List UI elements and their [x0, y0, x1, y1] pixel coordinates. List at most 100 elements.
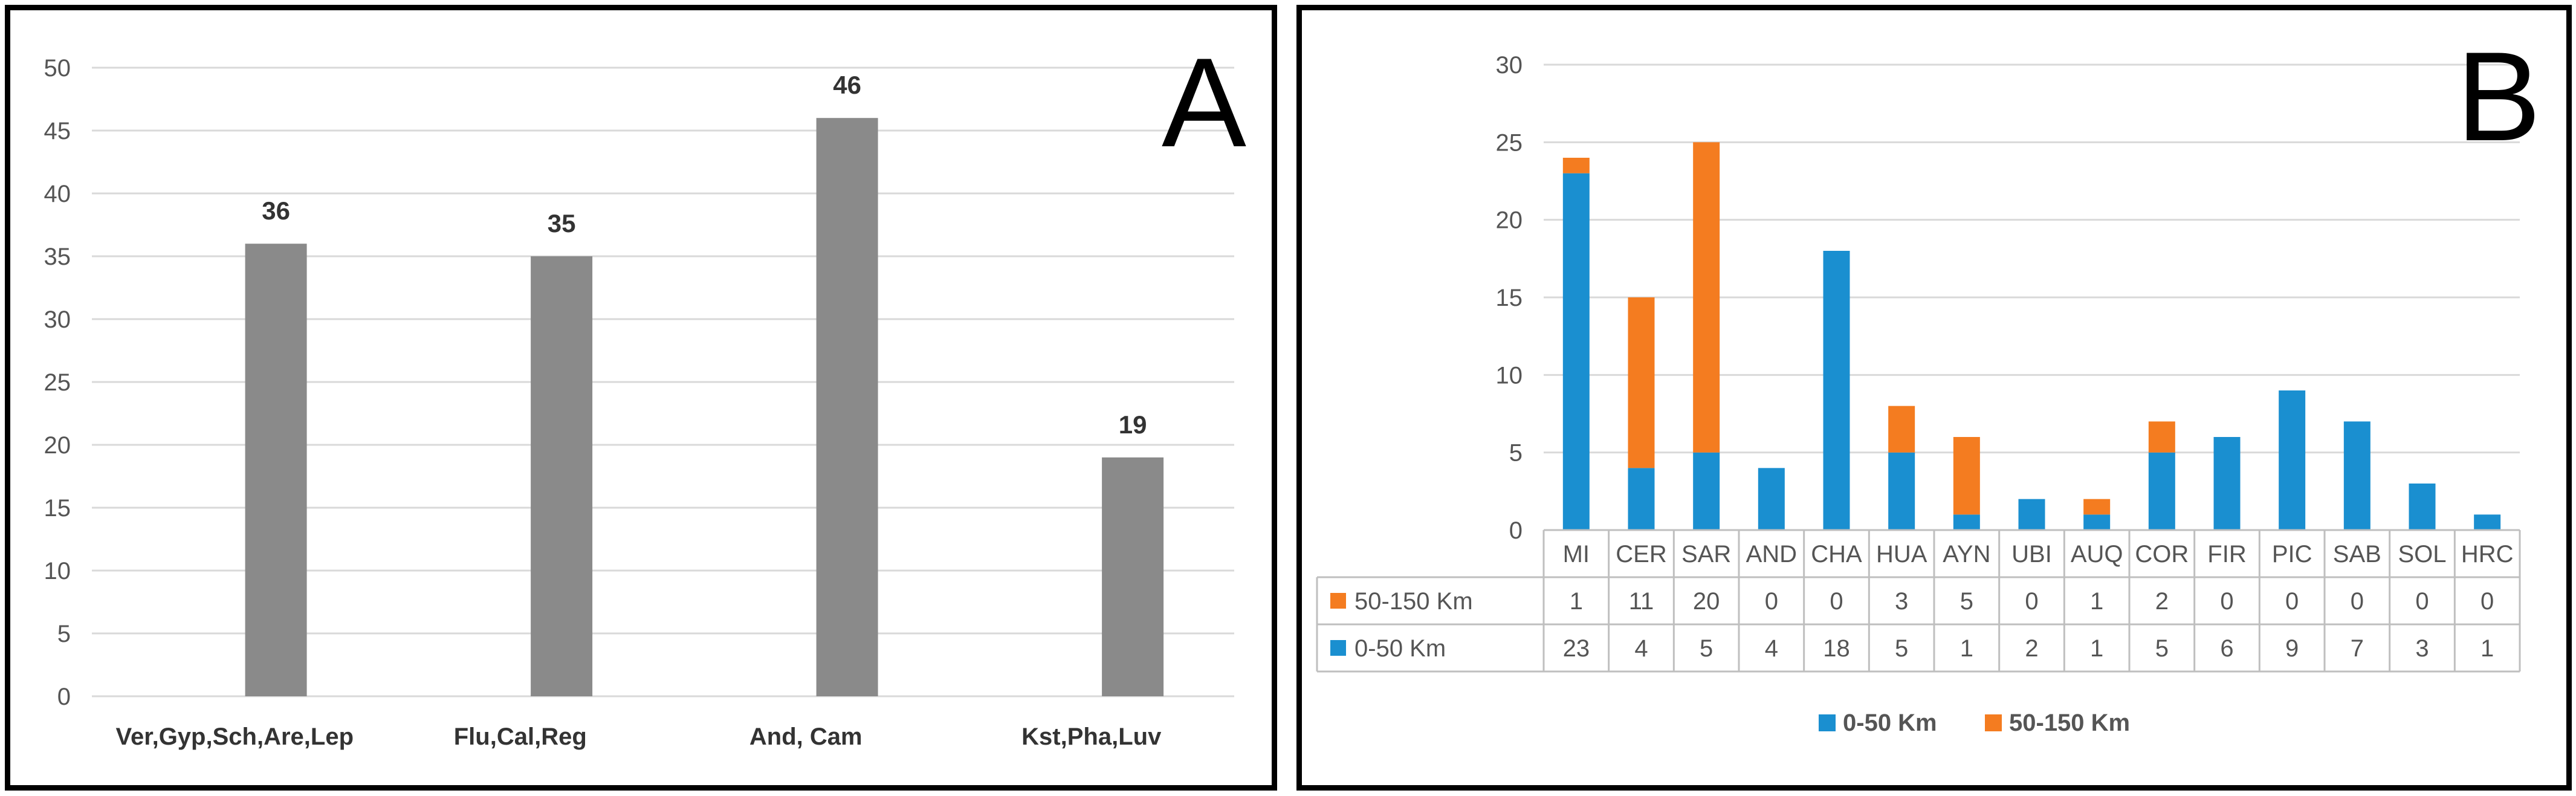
panel-b-chart: 0 5 10 15 20 25 30 MI CER SAR AND CHA HUA AYN UBI AUQ CO… — [1296, 5, 2572, 791]
table-cell: 1 — [2090, 635, 2103, 662]
bar-segment — [2083, 499, 2111, 515]
data-label: 36 — [262, 196, 290, 225]
table-cell: 5 — [1700, 635, 1713, 662]
y-tick-label: 30 — [1496, 52, 1523, 79]
table-cell: 0 — [1765, 588, 1778, 615]
table-cell: 5 — [1960, 588, 1973, 615]
bar-segment — [2018, 499, 2045, 530]
x-category-label: CHA — [1811, 541, 1862, 568]
table-cell: 11 — [1629, 588, 1654, 615]
bar — [245, 244, 307, 696]
table-cell: 23 — [1563, 635, 1590, 662]
bar-segment — [2148, 452, 2175, 530]
table-cell: 18 — [1823, 635, 1850, 662]
bar-segment — [1562, 158, 1590, 173]
bar-segment — [2148, 421, 2175, 453]
x-category-label: UBI — [2011, 541, 2052, 568]
table-cell: 3 — [2415, 635, 2429, 662]
bar-segment — [2474, 514, 2501, 530]
bar-segment — [1953, 514, 1980, 530]
data-label: 35 — [548, 209, 576, 238]
y-tick-label: 30 — [44, 306, 71, 333]
y-tick-label: 15 — [1496, 285, 1523, 311]
table-row-label: 0-50 Km — [1354, 635, 1446, 662]
y-tick-label: 5 — [1509, 440, 1523, 467]
y-tick-label: 25 — [1496, 129, 1523, 156]
x-category-label: AYN — [1943, 541, 1990, 568]
table-row-label: 50-150 Km — [1354, 588, 1473, 615]
table-cell: 1 — [1570, 588, 1583, 615]
y-tick-label: 10 — [1496, 362, 1523, 389]
bar-segment — [1628, 297, 1655, 468]
bar-segment — [1953, 437, 1980, 515]
table-cell: 0 — [2481, 588, 2494, 615]
bar-segment — [1823, 251, 1850, 530]
table-cell: 1 — [2481, 635, 2494, 662]
table-cell: 0 — [2025, 588, 2038, 615]
table-cell: 7 — [2351, 635, 2364, 662]
table-legend-swatch — [1330, 593, 1346, 609]
bar-segment — [1888, 406, 1915, 453]
data-label: 46 — [833, 71, 861, 99]
y-tick-label: 35 — [44, 244, 71, 270]
x-category-label: SAB — [2333, 541, 2381, 568]
table-cell: 0 — [1830, 588, 1843, 615]
bar-segment — [2409, 484, 2436, 530]
y-tick-label: 40 — [44, 181, 71, 207]
x-category-label: PIC — [2272, 541, 2312, 568]
bar — [1102, 457, 1164, 696]
x-category-label: SOL — [2398, 541, 2446, 568]
bar-segment — [2083, 514, 2111, 530]
panel-a-chart: 0 5 10 15 20 25 30 35 40 45 50 36 Ver,Gyp,Sch,Are,Le… — [5, 5, 1277, 791]
table-cell: 1 — [1960, 635, 1973, 662]
legend-swatch — [1985, 714, 2002, 731]
x-category-label: SAR — [1681, 541, 1731, 568]
x-category-label: COR — [2135, 541, 2189, 568]
x-category-label: AUQ — [2071, 541, 2123, 568]
legend-swatch — [1819, 714, 1836, 731]
legend-label: 0-50 Km — [1843, 710, 1937, 736]
bar-segment — [2343, 421, 2371, 530]
y-tick-label: 20 — [1496, 207, 1523, 234]
y-tick-label: 10 — [44, 558, 71, 584]
table-cell: 4 — [1634, 635, 1648, 662]
panel-letter-a: A — [1162, 31, 1246, 173]
table-legend-swatch — [1330, 640, 1346, 656]
bar-segment — [1888, 452, 1915, 530]
bar-segment — [1693, 452, 1720, 530]
table-cell: 9 — [2285, 635, 2299, 662]
data-label: 19 — [1119, 410, 1147, 439]
bar — [531, 256, 593, 696]
x-category-label: Kst,Pha,Luv — [1021, 723, 1162, 750]
x-category-label: HUA — [1876, 541, 1927, 568]
y-tick-label: 0 — [1509, 517, 1523, 544]
table-cell: 0 — [2351, 588, 2364, 615]
y-tick-label: 5 — [57, 621, 71, 647]
bar-segment — [1693, 142, 1720, 453]
table-cell: 5 — [1895, 635, 1908, 662]
y-tick-label: 45 — [44, 118, 71, 144]
x-category-label: And, Cam — [749, 723, 862, 750]
x-category-label: Ver,Gyp,Sch,Are,Lep — [116, 723, 354, 750]
bar-segment — [1562, 173, 1590, 531]
y-tick-label: 20 — [44, 432, 71, 459]
table-cell: 2 — [2025, 635, 2038, 662]
table-cell: 4 — [1765, 635, 1778, 662]
table-cell: 3 — [1895, 588, 1908, 615]
table-cell: 5 — [2155, 635, 2169, 662]
y-tick-label: 50 — [44, 55, 71, 82]
table-cell: 0 — [2415, 588, 2429, 615]
table-cell: 1 — [2090, 588, 2103, 615]
table-cell: 0 — [2285, 588, 2299, 615]
table-cell: 2 — [2155, 588, 2169, 615]
bar-segment — [2213, 437, 2241, 530]
chart-a-svg: 0 5 10 15 20 25 30 35 40 45 50 36 Ver,Gyp,Sch,Are,Le… — [44, 31, 1247, 750]
x-category-label: AND — [1746, 541, 1797, 568]
y-tick-label: 0 — [57, 684, 71, 710]
legend-label: 50-150 Km — [2009, 710, 2130, 736]
bar — [816, 118, 878, 696]
bar-segment — [2279, 390, 2306, 530]
bar-segment — [1758, 468, 1785, 530]
bar-segment — [1628, 468, 1655, 530]
